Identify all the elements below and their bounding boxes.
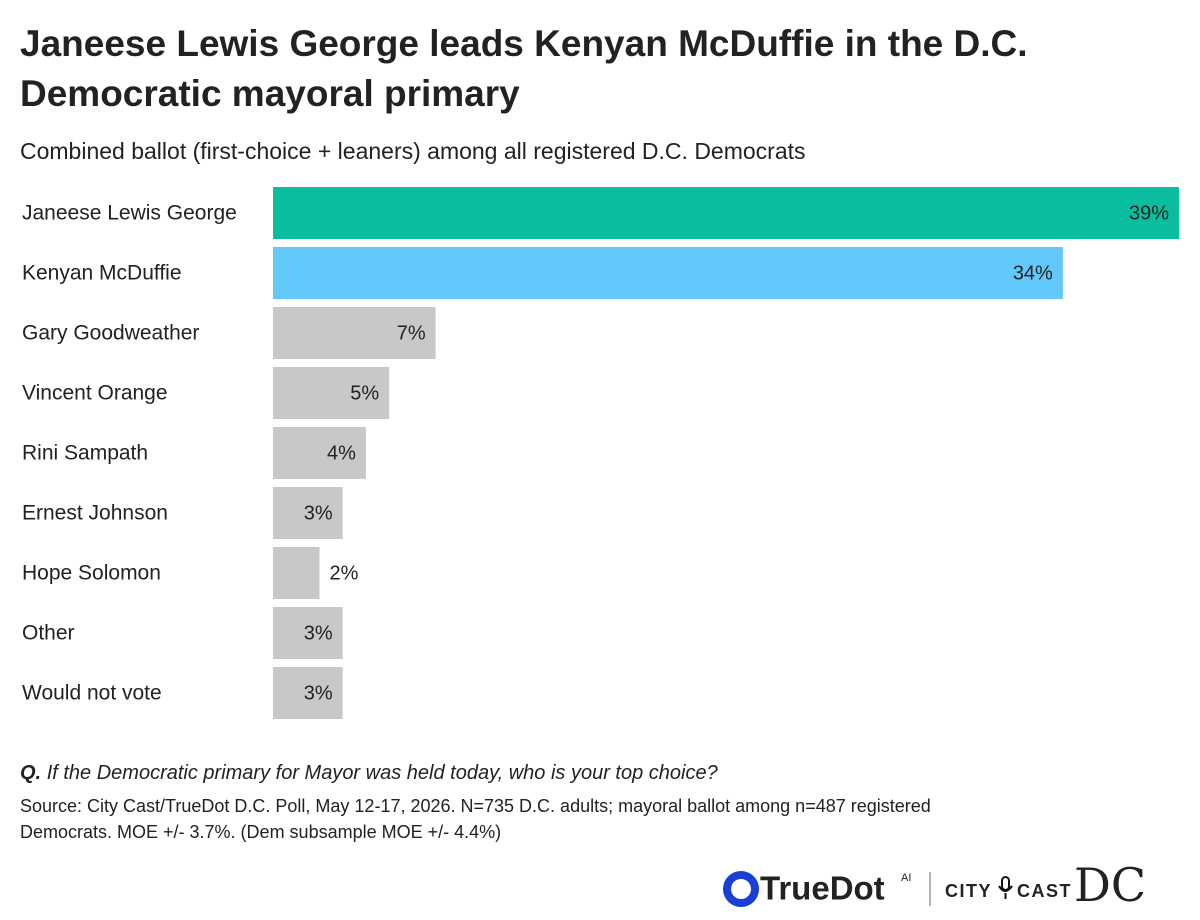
category-label: Rini Sampath	[22, 442, 148, 465]
value-label: 7%	[397, 322, 426, 344]
value-label: 2%	[329, 562, 358, 584]
value-label: 5%	[350, 382, 379, 404]
value-label: 4%	[327, 442, 356, 464]
category-label: Hope Solomon	[22, 562, 161, 585]
logos: TrueDot AI CITY CAST DC	[723, 858, 1146, 912]
bar	[273, 367, 390, 419]
chart-title: Janeese Lewis George leads Kenyan McDuff…	[20, 23, 1028, 64]
bar	[273, 607, 343, 659]
bar	[273, 487, 343, 539]
bar	[273, 247, 1063, 299]
question-prefix: Q.	[20, 762, 41, 784]
bar	[273, 187, 1179, 239]
truedot-icon	[723, 871, 759, 907]
value-label: 3%	[304, 502, 333, 524]
bar	[273, 307, 436, 359]
chart-subtitle: Combined ballot (first-choice + leaners)…	[20, 138, 806, 164]
value-label: 34%	[1013, 262, 1053, 284]
chart-title: Democratic mayoral primary	[20, 73, 520, 114]
source: Democrats. MOE +/- 3.7%. (Dem subsample …	[20, 822, 501, 842]
category-label: Vincent Orange	[22, 382, 168, 405]
question-text: If the Democratic primary for Mayor was …	[47, 762, 719, 784]
question: Q. If the Democratic primary for Mayor w…	[20, 762, 719, 784]
category-label: Ernest Johnson	[22, 502, 168, 525]
bar	[273, 667, 343, 719]
category-label: Other	[22, 622, 75, 645]
truedot-ai: AI	[901, 872, 911, 884]
bar	[273, 547, 320, 599]
mic-icon	[998, 876, 1013, 899]
value-label: 39%	[1129, 202, 1169, 224]
dc-logo: DC	[1074, 858, 1146, 912]
citycast-logo: CAST	[1017, 881, 1072, 901]
truedot-logo: TrueDot	[760, 870, 885, 907]
category-label: Kenyan McDuffie	[22, 262, 182, 285]
source: Source: City Cast/TrueDot D.C. Poll, May…	[20, 796, 931, 816]
category-label: Janeese Lewis George	[22, 202, 237, 225]
value-label: 3%	[304, 622, 333, 644]
category-label: Would not vote	[22, 682, 162, 705]
category-label: Gary Goodweather	[22, 322, 199, 345]
citycast-logo: CITY	[945, 881, 992, 901]
bar	[273, 427, 366, 479]
value-label: 3%	[304, 682, 333, 704]
